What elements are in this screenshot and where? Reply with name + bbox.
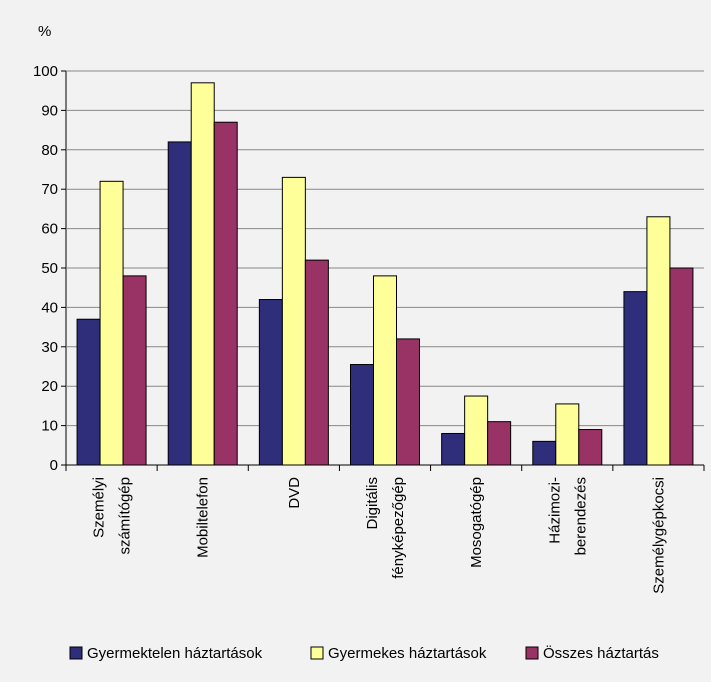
x-tick-label: Mobiltelefon xyxy=(195,477,212,558)
y-tick-label: 40 xyxy=(41,299,58,316)
bar xyxy=(441,432,466,466)
legend-swatch xyxy=(310,646,324,660)
y-tick-label: 100 xyxy=(33,63,58,80)
legend-label: Összes háztartás xyxy=(543,644,659,662)
bar xyxy=(373,275,397,466)
y-tick-label: 90 xyxy=(41,102,58,119)
bar xyxy=(623,291,648,466)
legend-label: Gyermektelen háztartások xyxy=(87,645,263,662)
bar xyxy=(396,338,420,466)
x-tick-label: Mosogatógép xyxy=(468,477,485,568)
x-tick-label: Személygépkocsi xyxy=(650,477,667,594)
legend-swatch xyxy=(525,646,539,660)
y-tick-label: 70 xyxy=(41,181,58,198)
bar xyxy=(555,403,580,466)
x-tick-label: DVD xyxy=(286,477,303,509)
bar xyxy=(669,267,694,466)
y-tick-label: 50 xyxy=(41,260,58,277)
bar xyxy=(258,299,283,466)
y-tick-label: 0 xyxy=(50,457,58,474)
bar xyxy=(122,275,147,466)
legend-label: Gyermekes háztartások xyxy=(328,645,487,662)
x-tick-label: Házimozi- xyxy=(546,477,563,544)
bar xyxy=(350,364,374,466)
x-tick-label: számítógép xyxy=(117,477,134,555)
x-tick-label: Digitális xyxy=(364,477,381,530)
x-tick-label: berendezés xyxy=(572,477,589,555)
bar xyxy=(190,82,215,466)
y-tick-label: 80 xyxy=(41,142,58,159)
y-tick-label: 60 xyxy=(41,221,58,238)
bar xyxy=(213,121,238,466)
x-tick-label: fényképezőgép xyxy=(390,477,407,579)
y-tick-label: 10 xyxy=(41,418,58,435)
y-tick-label: 30 xyxy=(41,339,58,356)
bar xyxy=(304,259,329,466)
bar xyxy=(646,216,671,466)
bar xyxy=(281,176,306,466)
y-tick-label: 20 xyxy=(41,378,58,395)
x-tick-label: Személyi xyxy=(91,477,108,538)
bar xyxy=(532,440,557,466)
bar xyxy=(487,421,512,466)
bar xyxy=(99,180,124,466)
y-axis-label: % xyxy=(38,23,51,40)
bar xyxy=(464,395,489,466)
legend-swatch xyxy=(69,646,83,660)
bar xyxy=(578,429,603,466)
bar xyxy=(76,318,101,466)
bar xyxy=(167,141,192,466)
